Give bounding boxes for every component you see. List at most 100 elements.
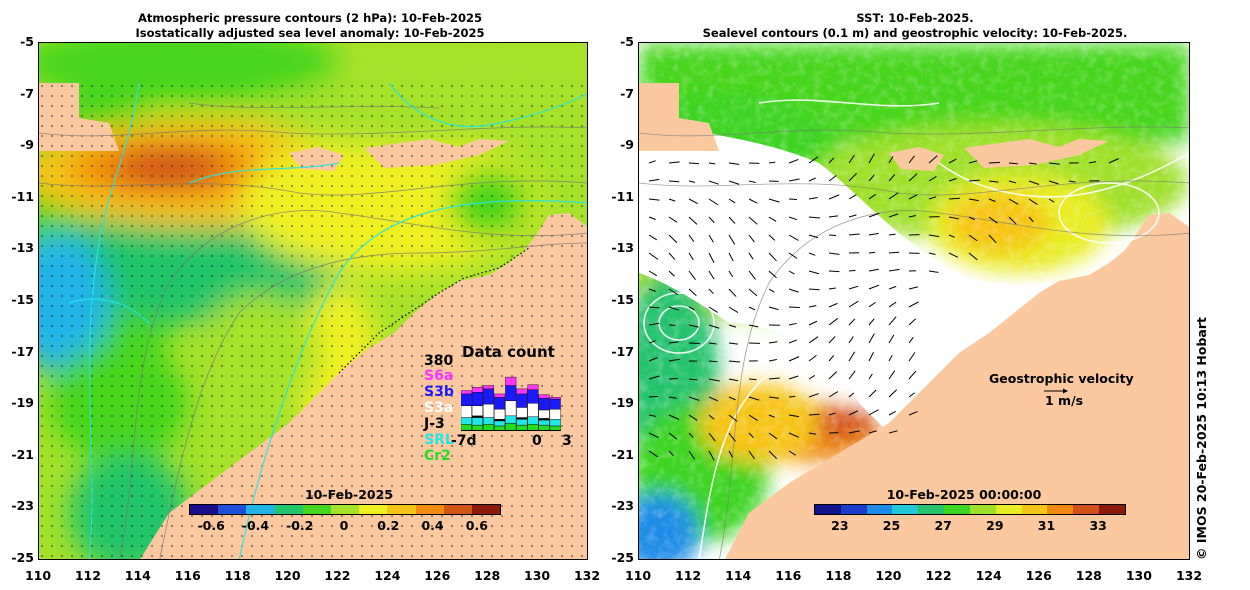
velocity-arrow <box>708 252 715 263</box>
velocity-arrow <box>908 173 918 182</box>
velocity-arrow <box>708 270 715 280</box>
data-count-bar-segment <box>471 417 483 426</box>
velocity-arrow <box>828 287 836 290</box>
velocity-arrow <box>688 252 694 261</box>
y-tick-label: -23 <box>611 498 634 514</box>
velocity-arrow <box>748 252 754 260</box>
velocity-arrow <box>648 288 656 292</box>
velocity-arrow <box>788 216 798 221</box>
velocity-arrow <box>728 342 739 345</box>
velocity-arrow <box>648 178 660 182</box>
data-count-bar-segment <box>483 385 495 390</box>
velocity-arrow <box>848 300 859 308</box>
velocity-arrow <box>848 233 860 236</box>
data-count-bar-segment <box>505 385 517 401</box>
y-tick-label: -5 <box>620 34 634 49</box>
mission-label: J-3 <box>424 416 445 432</box>
velocity-arrow <box>668 270 675 277</box>
right-colorbar-ticks: 23 25 27 29 31 33 <box>814 515 1124 533</box>
velocity-arrow <box>788 198 797 201</box>
velocity-arrow <box>768 216 777 222</box>
velocity-arrow <box>828 317 839 326</box>
velocity-arrow <box>868 193 876 200</box>
colorbar-tick-label: 0 <box>339 518 349 533</box>
velocity-arrow <box>888 233 896 236</box>
velocity-arrow <box>848 285 859 290</box>
data-count-bar-segment <box>549 419 561 427</box>
velocity-arrow <box>808 252 816 256</box>
velocity-arrow <box>688 378 698 381</box>
colorbar-swatch <box>190 505 219 514</box>
velocity-arrow <box>888 389 898 398</box>
velocity-arrow <box>1008 216 1017 225</box>
colorbar-tick-label: 0.4 <box>421 518 444 533</box>
colorbar-swatch <box>944 505 970 514</box>
velocity-arrow <box>688 396 700 401</box>
velocity-arrow <box>748 288 758 297</box>
velocity-arrow <box>708 162 716 165</box>
velocity-arrow <box>808 413 820 416</box>
velocity-arrow <box>868 352 874 362</box>
velocity-arrow <box>748 180 756 183</box>
velocity-arrow <box>888 410 896 416</box>
right-map[interactable]: Geostrophic velocity 1 m/s 10-Feb-2025 0… <box>638 42 1190 560</box>
imos-credit: © IMOS 20-Feb-2025 10:13 Hobart <box>1194 316 1209 560</box>
data-count-bar-segment <box>527 389 539 404</box>
data-count-bar-segment <box>549 397 561 400</box>
velocity-arrow <box>768 161 776 164</box>
velocity-arrow <box>848 172 858 182</box>
colorbar-tick-label: -0.6 <box>197 518 225 533</box>
left-colorbar: 10-Feb-2025 -0.6 -0.4 -0.2 0 0.2 0.4 0.6 <box>179 487 519 533</box>
velocity-arrow <box>728 216 736 224</box>
data-count-bar-segment <box>505 400 517 417</box>
velocity-arrow <box>708 360 718 363</box>
colorbar-swatch <box>471 505 501 514</box>
velocity-arrow <box>768 270 777 279</box>
velocity-arrow <box>868 318 875 326</box>
velocity-arrow <box>768 198 780 203</box>
data-count-bar-segment <box>505 415 517 424</box>
velocity-arrow <box>648 252 659 260</box>
x-tick-label: 118 <box>224 568 251 583</box>
velocity-arrow <box>688 342 700 345</box>
velocity-arrow <box>828 302 838 308</box>
velocity-arrow <box>868 430 877 434</box>
velocity-arrow <box>748 234 755 243</box>
data-count-bar-segment <box>538 409 550 419</box>
velocity-arrow <box>968 252 978 261</box>
y-tick-label: -7 <box>620 85 634 101</box>
velocity-arrow <box>888 334 895 344</box>
velocity-arrow <box>808 305 817 308</box>
velocity-arrow <box>868 232 879 236</box>
velocity-arrow <box>728 252 734 262</box>
data-count-inset: 380 Data count S6a S3b S3a J-3 SRL Cr2 -7d 0 … <box>424 343 574 464</box>
velocity-arrow <box>708 432 716 442</box>
left-map[interactable]: 10-Feb-2025 -0.6 -0.4 -0.2 0 0.2 0.4 0.6 380 D… <box>38 42 588 560</box>
velocity-arrow <box>788 432 800 438</box>
velocity-arrow <box>788 450 796 456</box>
left-title-line2: Isostatically adjusted sea level anomaly… <box>135 26 485 40</box>
velocity-arrow <box>908 301 919 308</box>
velocity-arrow <box>1028 216 1034 223</box>
velocity-arrow <box>908 318 917 326</box>
colorbar-tick-label: 23 <box>831 518 849 533</box>
y-tick-label: -11 <box>11 188 34 204</box>
x-tick-label: 126 <box>424 568 451 583</box>
velocity-arrow <box>748 324 759 328</box>
colorbar-swatch <box>815 505 841 514</box>
velocity-arrow <box>968 216 975 221</box>
velocity-arrow <box>908 337 914 344</box>
velocity-arrow <box>748 396 760 401</box>
velocity-arrow <box>788 306 800 309</box>
data-count-bar-segment <box>538 419 550 426</box>
x-tick-label: 114 <box>725 568 752 583</box>
velocity-arrow <box>948 158 957 164</box>
velocity-arrow <box>928 196 937 200</box>
velocity-arrow <box>748 198 758 204</box>
velocity-arrow <box>908 155 915 164</box>
velocity-arrow <box>968 160 978 164</box>
data-count-bar-segment <box>505 376 517 386</box>
data-count-bar-segment <box>516 407 528 418</box>
velocity-arrow <box>848 392 855 398</box>
velocity-arrow <box>748 378 757 381</box>
